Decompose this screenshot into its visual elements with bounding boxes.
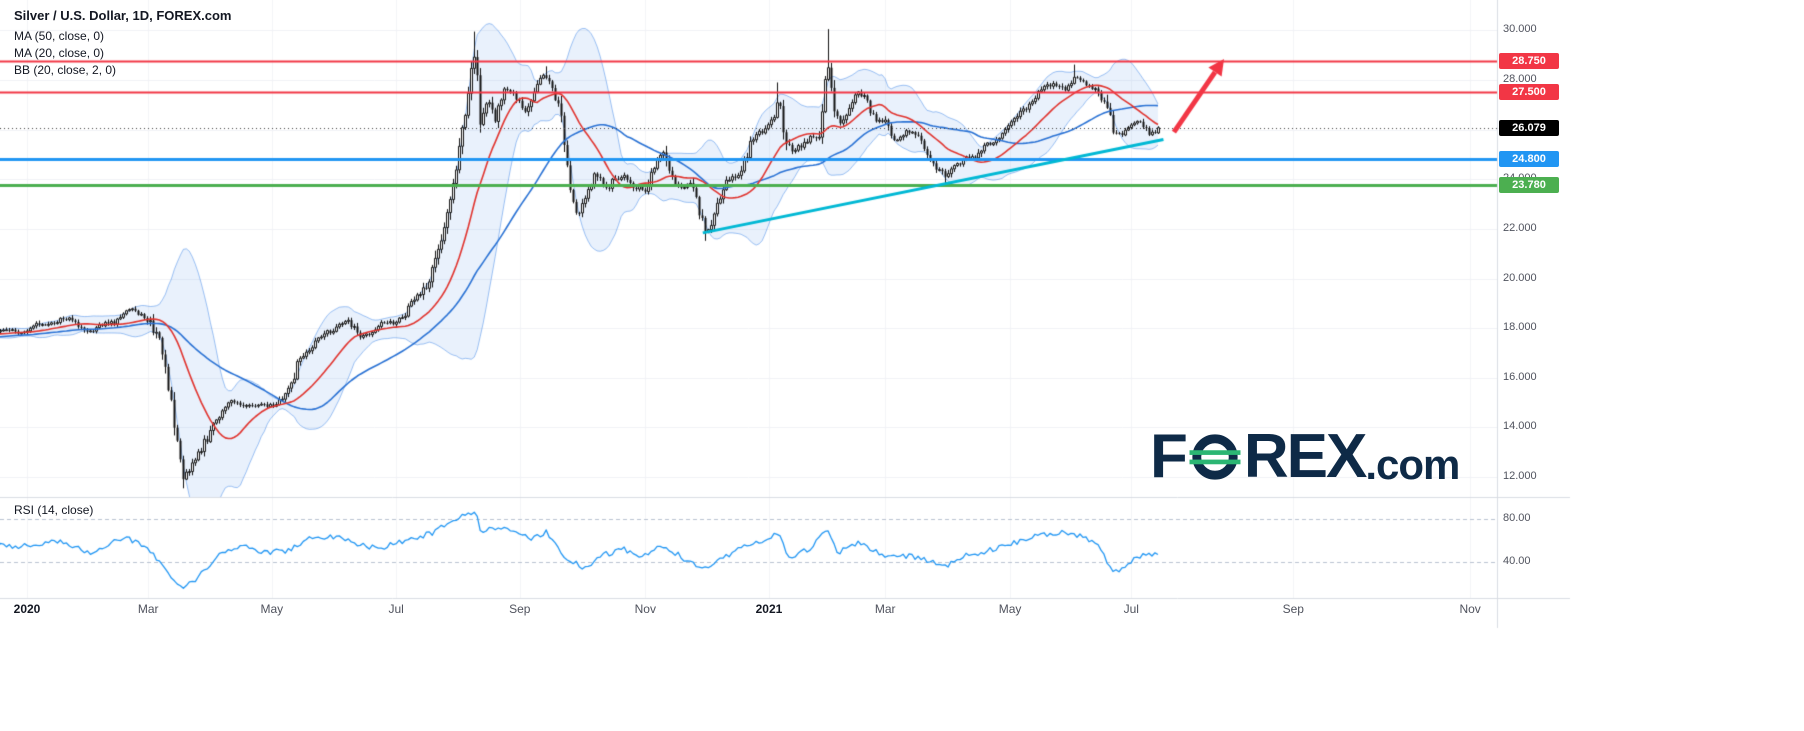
indicator-label-bb[interactable]: BB (20, close, 2, 0)	[14, 63, 117, 77]
rsi-indicator-label[interactable]: RSI (14, close)	[14, 503, 94, 517]
chart-legend: Silver / U.S. Dollar, 1D, FOREX.com MA (…	[14, 8, 231, 79]
symbol-title[interactable]: Silver / U.S. Dollar, 1D, FOREX.com	[14, 8, 232, 23]
indicator-label-ma20[interactable]: MA (20, close, 0)	[14, 46, 105, 60]
indicator-label-ma50[interactable]: MA (50, close, 0)	[14, 29, 105, 43]
